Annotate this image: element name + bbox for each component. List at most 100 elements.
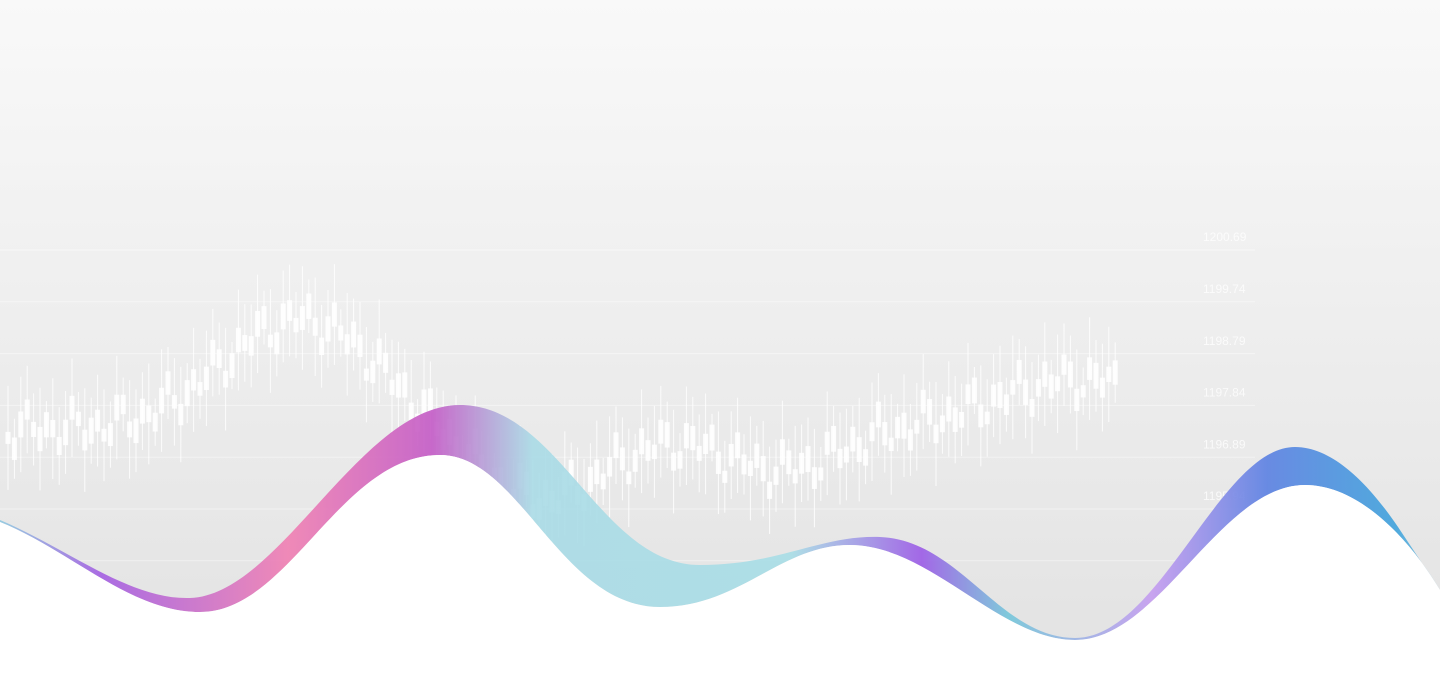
candle-body [171,395,177,409]
candle-body [18,411,24,438]
candle-body [114,394,120,421]
candle-body [786,450,792,475]
candle-body [1029,398,1035,417]
candle-body [837,448,843,469]
candle-body [683,423,689,449]
candle-body [831,425,837,452]
candle-body [229,353,235,379]
candle-body [95,409,101,432]
candle-body [882,422,888,446]
candle-body [901,412,907,439]
candle-body [82,429,88,451]
candle-body [856,437,862,463]
candle-body [1003,394,1009,415]
candle-body [728,443,734,467]
candle-body [869,422,875,442]
candle-body [1010,380,1016,395]
candle-body [267,334,273,348]
ribbon [0,405,1440,640]
candle-body [69,395,75,420]
candle-body [43,412,49,438]
candle-body [408,402,414,420]
candle-body [875,401,881,428]
candle-body [56,436,62,456]
candle-body [351,321,357,348]
candle-body [344,334,350,355]
candle-body [421,389,427,415]
candle-body [376,338,382,365]
candle-body [101,428,107,442]
candle-body [331,302,337,327]
candle-body [319,337,325,355]
price-label: 1198.79 [1203,334,1246,348]
candle-body [600,473,606,490]
candle-body [946,396,952,422]
candle-body [338,325,344,341]
candle-body [709,424,715,451]
candle-body [594,459,600,485]
candle-body [850,426,856,452]
candle-body [75,411,81,427]
candle-body [1087,357,1093,380]
candle-body [293,317,299,333]
candle-body [159,387,165,414]
candle-body [760,456,766,482]
candle-body [210,339,216,366]
candle-body [1099,377,1105,398]
candle-body [402,372,408,398]
price-label: 1197.84 [1203,386,1246,400]
candle-body [843,446,849,463]
candle-body [632,449,638,472]
candle-body [1061,354,1067,375]
candle-body [651,444,657,460]
candle-body [779,439,785,465]
candle-body [306,293,312,319]
candle-body [927,399,933,425]
candle-body [658,419,664,444]
candle-body [696,445,702,461]
candle-body [671,452,677,471]
candle-body [907,429,913,451]
candle-body [1093,362,1099,389]
candle-body [1080,385,1086,398]
candle-body [805,446,811,473]
candle-body [626,471,632,485]
candle-body [191,369,197,391]
candle-body [11,437,17,460]
candle-body [754,443,760,468]
candle-body [370,360,376,384]
candle-body [914,419,920,434]
candle-body [299,306,305,330]
candle-body [31,421,37,437]
grid [0,249,1255,562]
candle-body [242,335,248,351]
candle-body [63,419,69,446]
candle-body [133,418,139,444]
candle-body [991,384,997,407]
candle-body [1112,360,1118,385]
candle-body [1023,379,1029,405]
candle-body [50,419,56,438]
candle-body [1106,366,1112,383]
candle-body [1055,376,1061,392]
candle-body [261,306,267,330]
candle-body [971,377,977,404]
candle-body [1074,388,1080,412]
candle-body [587,466,593,492]
candle-body [824,431,830,455]
candle-body [792,469,798,484]
candle-body [920,389,926,414]
candle-body [613,432,619,459]
candle-body [703,433,709,455]
candle-body [1016,359,1022,384]
candle-body [146,405,152,423]
candle-body [255,310,261,337]
candle-body [811,467,817,489]
candle-body [639,428,645,455]
candle-body [24,399,30,420]
candle-body [363,368,369,381]
candle-body [645,440,651,461]
candle-body [139,398,145,424]
